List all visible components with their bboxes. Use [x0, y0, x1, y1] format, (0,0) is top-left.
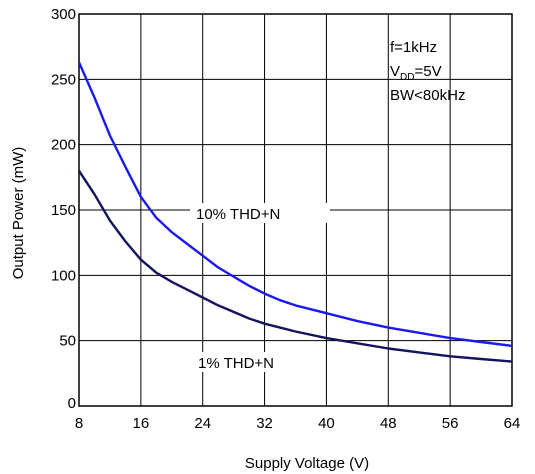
label-bg-10pct	[190, 203, 330, 223]
y-tick-labels: 0 50 100 150 200 250 300	[51, 6, 76, 412]
series-line-0	[77, 61, 513, 348]
x-axis-title: Supply Voltage (V)	[245, 455, 369, 472]
x-tick-label-3: 32	[256, 415, 273, 432]
y-tick-label-3: 150	[51, 202, 76, 219]
x-tick-label-4: 40	[318, 415, 335, 432]
x-tick-label-0: 8	[75, 415, 83, 432]
series-line-1	[77, 170, 513, 363]
y-tick-label-6: 300	[51, 6, 76, 23]
y-tick-label-5: 250	[51, 71, 76, 88]
x-tick-labels: 8 16 24 32 40 48 56 64	[75, 415, 521, 432]
y-axis-title: Output Power (mW)	[10, 147, 27, 280]
x-tick-label-2: 24	[194, 415, 211, 432]
series-layer	[77, 61, 513, 363]
x-tick-label-7: 64	[504, 415, 521, 432]
y-tick-label-1: 50	[59, 333, 76, 350]
annotation-bandwidth: BW<80kHz	[390, 87, 465, 104]
x-tick-label-6: 56	[442, 415, 459, 432]
curve-label-1pct: 1% THD+N	[198, 355, 274, 372]
annotation-vdd-sub: DD	[400, 72, 414, 83]
y-tick-label-4: 200	[51, 137, 76, 154]
label-bg-1pct	[193, 352, 313, 372]
annotation-vdd-prefix: V	[390, 63, 400, 80]
condition-annotation: f=1kHz VDD=5V BW<80kHz	[390, 39, 465, 104]
x-tick-label-5: 48	[380, 415, 397, 432]
annotation-vdd-suffix: =5V	[414, 63, 441, 80]
curve-label-10pct: 10% THD+N	[196, 206, 280, 223]
y-tick-label-0: 0	[68, 395, 76, 412]
annotation-frequency: f=1kHz	[390, 39, 437, 56]
x-tick-label-1: 16	[133, 415, 150, 432]
plot-frame	[78, 13, 513, 407]
y-tick-label-2: 100	[51, 267, 76, 284]
annotation-vdd: VDD=5V	[390, 63, 442, 83]
